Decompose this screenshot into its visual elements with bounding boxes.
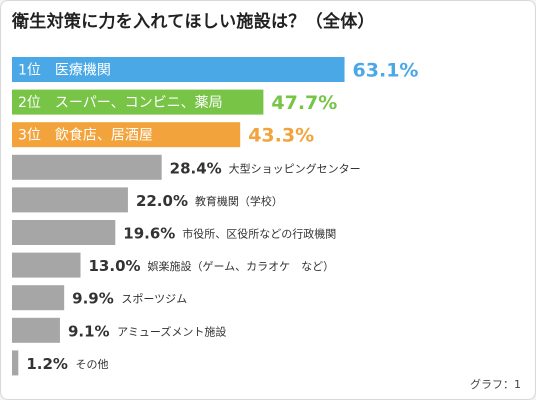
value-label-6: 19.6% (123, 225, 175, 243)
value-label-9: 9.1% (68, 322, 110, 340)
bar-6 (12, 220, 116, 245)
bar-label-3: 3位 飲食店、居酒屋 (18, 127, 153, 144)
value-label-4: 28.4% (170, 159, 222, 177)
value-label-7: 13.0% (89, 257, 141, 275)
category-label-9: アミューズメント施設 (117, 324, 226, 338)
bar-10 (12, 350, 19, 376)
value-label-2: 47.7% (271, 92, 337, 114)
value-label-10: 1.2% (26, 355, 68, 373)
category-label-6: 市役所、区役所などの行政機関 (182, 227, 336, 241)
bar-2 (12, 89, 264, 115)
bar-5 (12, 187, 128, 213)
category-label-4: 大型ショッピングセンター (229, 161, 361, 175)
category-label-8: スポーツジム (121, 293, 187, 306)
bar-9 (12, 317, 60, 343)
bar-7 (12, 252, 81, 278)
value-label-3: 43.3% (248, 125, 314, 147)
category-label-7: 娯楽施設（ゲーム、カラオケ など） (148, 259, 335, 273)
category-label-5: 教育機関（学校） (195, 194, 283, 208)
value-label-1: 63.1% (353, 60, 419, 82)
bar-3 (12, 122, 241, 148)
bar-4 (12, 154, 162, 180)
bar-label-1: 1位 医療機関 (18, 62, 111, 79)
value-label-8: 9.9% (72, 290, 114, 308)
graph-number-label: グラフ：1 (470, 378, 521, 391)
bar-8 (12, 285, 65, 311)
bar-label-2: 2位 スーパー、コンビニ、薬局 (18, 95, 223, 111)
bar-1 (12, 57, 345, 82)
category-label-10: その他 (76, 358, 109, 371)
chart-title: 衛生対策に力を入れてほしい施設は？（全体） (12, 12, 375, 32)
value-label-5: 22.0% (136, 192, 188, 210)
